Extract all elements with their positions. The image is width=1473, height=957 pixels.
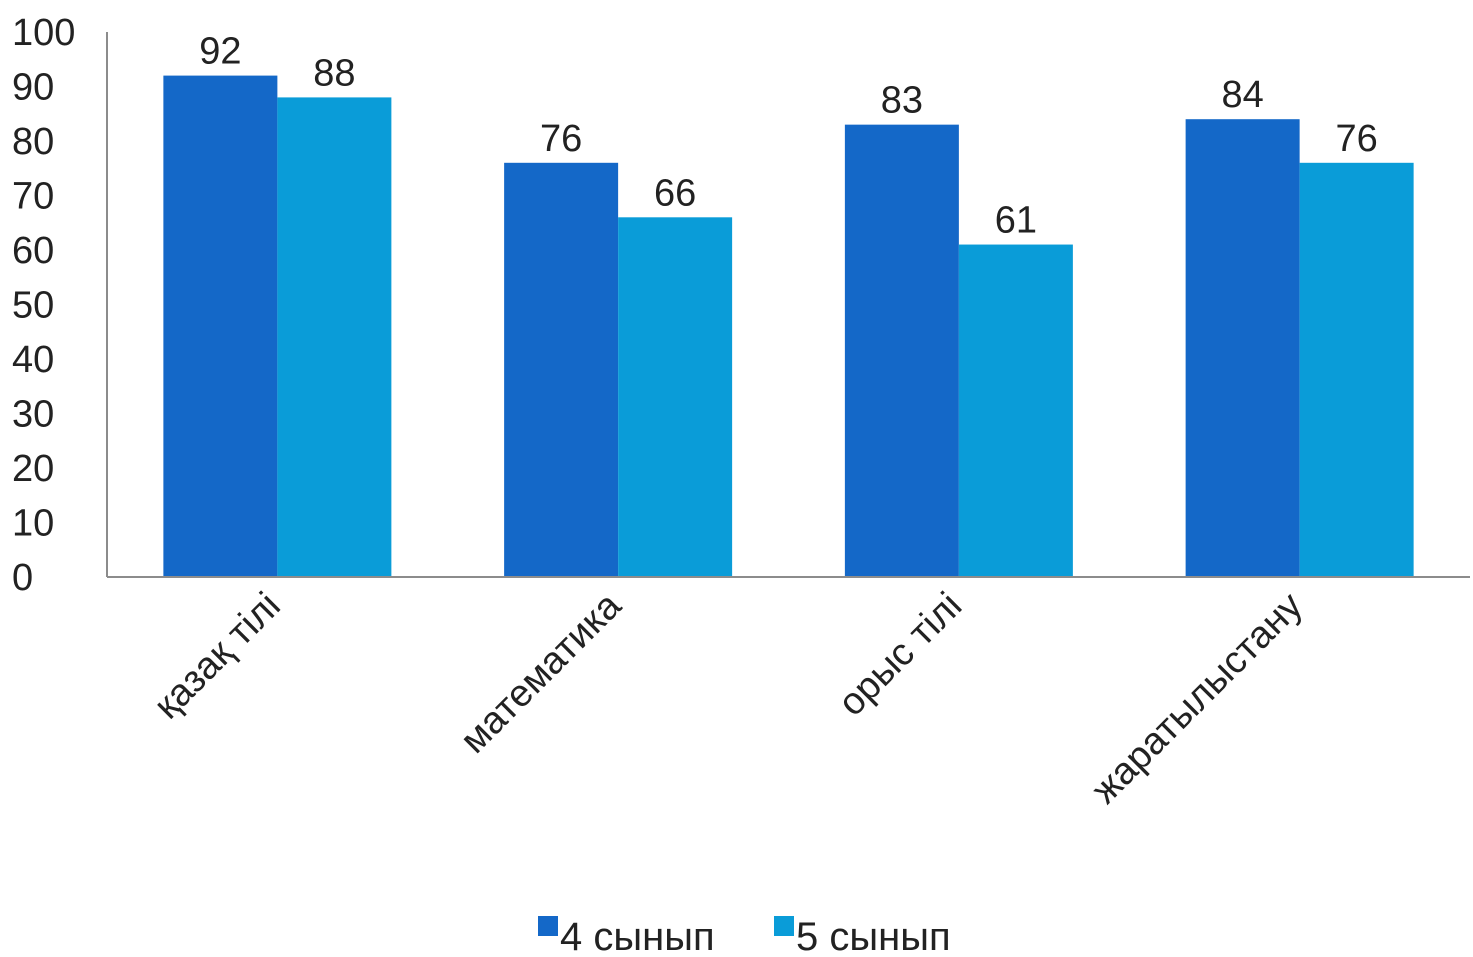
bar <box>504 162 619 578</box>
y-tick-label: 90 <box>12 67 54 109</box>
data-label: 92 <box>199 31 241 73</box>
y-tick-label: 30 <box>12 394 54 436</box>
x-category-label: орыс тілі <box>831 585 971 725</box>
x-category-label: математика <box>453 584 631 762</box>
bar <box>277 97 392 578</box>
legend: 4 сынып 5 сынып <box>538 915 951 957</box>
data-label: 88 <box>313 52 355 94</box>
data-label: 61 <box>995 200 1037 242</box>
y-tick-label: 10 <box>12 503 54 545</box>
legend-swatch <box>774 916 794 936</box>
legend-label: 4 сынып <box>560 915 715 957</box>
y-axis-ticks: 0 10 20 30 40 50 60 70 80 90 100 <box>12 12 75 599</box>
legend-swatch <box>538 916 558 936</box>
x-category-label: қазақ тілі <box>146 585 289 728</box>
x-category-label: жаратылыстану <box>1084 585 1311 812</box>
data-label: 76 <box>540 118 582 160</box>
data-label: 66 <box>654 172 696 214</box>
y-tick-label: 50 <box>12 285 54 327</box>
y-tick-label: 80 <box>12 121 54 163</box>
data-label: 84 <box>1221 74 1263 116</box>
category-labels: қазақ тілі математика орыс тілі жаратылыста… <box>146 584 1311 812</box>
axes <box>106 32 1470 578</box>
bar <box>1299 162 1414 578</box>
y-tick-label: 0 <box>12 557 33 599</box>
bar <box>844 124 959 578</box>
bar <box>618 217 733 578</box>
bars <box>163 75 1414 578</box>
bar <box>958 244 1073 578</box>
bar <box>163 75 278 577</box>
bar <box>1185 119 1300 577</box>
y-tick-label: 60 <box>12 230 54 272</box>
data-label: 83 <box>881 80 923 122</box>
y-tick-label: 70 <box>12 176 54 218</box>
legend-label: 5 сынып <box>796 915 951 957</box>
y-tick-label: 20 <box>12 448 54 490</box>
data-labels: 92 88 76 66 83 61 84 76 <box>199 31 1378 242</box>
y-tick-label: 100 <box>12 12 75 54</box>
data-label: 76 <box>1335 118 1377 160</box>
y-tick-label: 40 <box>12 339 54 381</box>
